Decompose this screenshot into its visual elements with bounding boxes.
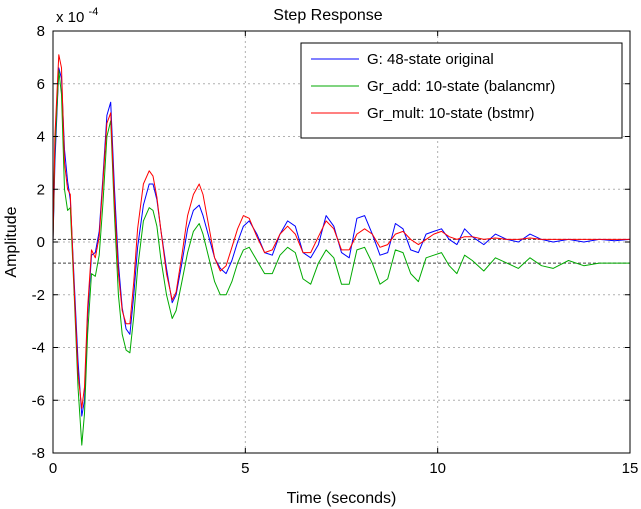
steady-state-lines <box>53 238 630 264</box>
y-tick-label: 2 <box>37 181 45 198</box>
series-lines <box>52 54 631 446</box>
legend-label-3: Gr_mult: 10-state (bstmr) <box>367 105 535 122</box>
x-tick-label: 10 <box>429 460 446 477</box>
y-axis-title: Amplitude <box>3 206 20 277</box>
y-tick-label: 6 <box>37 76 45 93</box>
x-tick-label: 0 <box>49 460 57 477</box>
y-tick-label: -8 <box>32 445 45 462</box>
y-axis-exponent-power: -4 <box>89 6 99 18</box>
y-tick-label: -2 <box>32 287 45 304</box>
x-tick-label: 15 <box>622 460 639 477</box>
tick-labels: 0 5 10 15 -8 -6 -4 -2 0 2 4 6 8 <box>32 23 639 477</box>
legend-label-1: G: 48-state original <box>367 51 494 68</box>
x-axis-title: Time (seconds) <box>287 490 397 507</box>
series-line-3 <box>52 54 630 409</box>
y-tick-label: -6 <box>32 392 45 409</box>
legend-label-2: Gr_add: 10-state (balancmr) <box>367 78 555 95</box>
chart-title: Step Response <box>273 7 383 24</box>
y-axis-exponent-base: x 10 <box>56 9 84 26</box>
x-tick-label: 5 <box>241 460 249 477</box>
y-tick-label: 4 <box>37 129 45 146</box>
y-tick-label: 0 <box>37 234 45 251</box>
y-tick-label: -4 <box>32 340 45 357</box>
ticks <box>52 30 631 454</box>
legend: G: 48-state original Gr_add: 10-state (ba… <box>300 42 623 139</box>
y-axis-exponent: x 10 -4 <box>56 6 98 26</box>
series-line-2 <box>52 70 630 446</box>
y-tick-label: 8 <box>37 23 45 40</box>
